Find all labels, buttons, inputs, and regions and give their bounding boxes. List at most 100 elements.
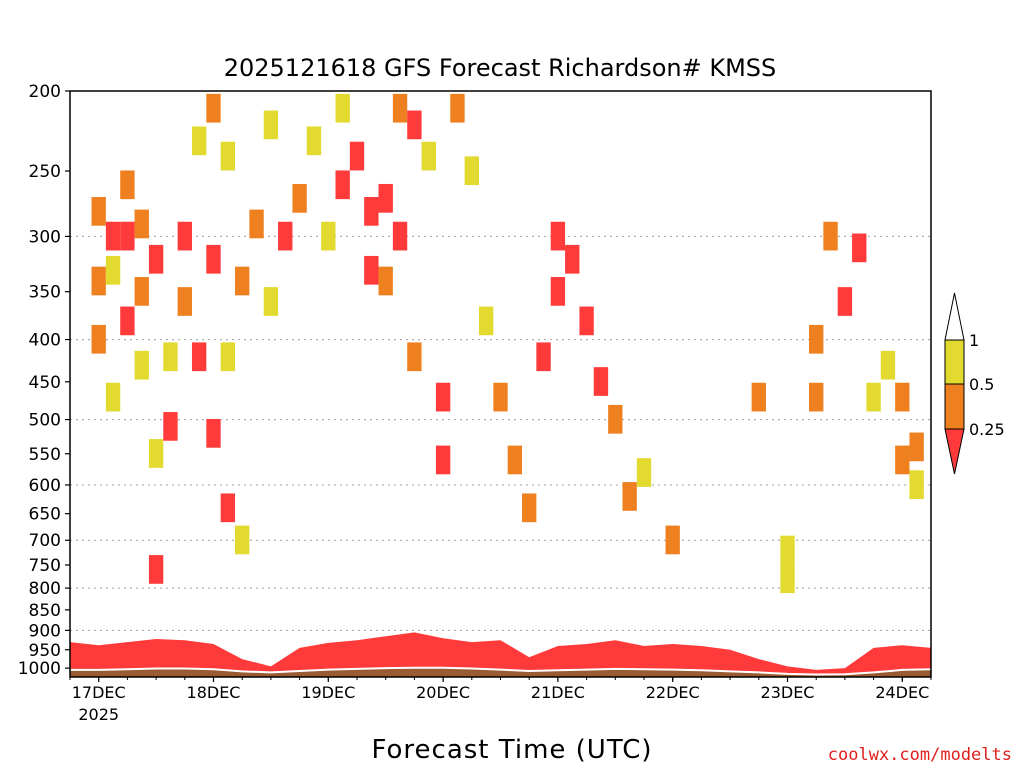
x-axis: 17DEC 2025 18DEC 19DEC 20DEC 21DEC 22DEC 23DEC 2… xyxy=(69,677,932,724)
y-tick-label-300: 300 xyxy=(29,227,61,247)
ri-cell-23 xyxy=(206,419,221,448)
ri-cell-46 xyxy=(407,342,422,372)
ri-cell-30 xyxy=(263,110,279,140)
ri-cell-6 xyxy=(120,170,135,200)
ri-cell-77 xyxy=(895,445,910,475)
ground-area xyxy=(70,667,931,677)
ri-cell-65 xyxy=(665,525,680,555)
ri-cell-59 xyxy=(565,244,580,274)
ri-cell-13 xyxy=(148,439,164,468)
x-tick-label-5: 22DEC xyxy=(646,683,700,702)
colorbar-label-0: 0.25 xyxy=(969,420,1005,439)
ri-cell-38 xyxy=(349,141,365,171)
ri-cell-40 xyxy=(364,255,379,285)
ri-cell-68 xyxy=(780,564,795,594)
x-tick-label-2: 19DEC xyxy=(301,683,355,702)
ri-cell-55 xyxy=(522,493,537,523)
ri-cell-9 xyxy=(134,209,149,239)
ri-cell-78 xyxy=(909,432,924,462)
x-tick-label-7: 24DEC xyxy=(875,683,929,702)
ri-cell-48 xyxy=(435,382,451,412)
ri-cell-44 xyxy=(392,221,408,251)
y-tick-label-400: 400 xyxy=(29,331,61,351)
ri-cell-31 xyxy=(263,287,279,316)
y-tick-label-950: 950 xyxy=(29,641,61,661)
ri-cell-7 xyxy=(120,221,135,251)
x-tick-label-3: 20DEC xyxy=(416,683,470,702)
ri-cell-8 xyxy=(120,306,135,336)
ri-cell-72 xyxy=(837,287,853,316)
ri-cell-16 xyxy=(163,412,178,441)
y-tick-label-1000: 1000 xyxy=(18,659,61,679)
y-tick-label-200: 200 xyxy=(29,82,61,102)
ri-cell-29 xyxy=(249,209,264,239)
ri-cell-57 xyxy=(550,221,566,251)
colorbar-label-1: 0.5 xyxy=(969,375,994,394)
ri-cell-3 xyxy=(105,221,121,251)
ri-cell-21 xyxy=(206,93,221,123)
colorbar-top-arrow xyxy=(944,292,965,341)
x-tick-label-6: 23DEC xyxy=(761,683,815,702)
ri-cell-19 xyxy=(191,126,207,156)
ri-cell-27 xyxy=(235,266,250,296)
y-tick-label-700: 700 xyxy=(29,531,61,551)
ri-cell-47 xyxy=(421,141,436,171)
y-axis: 200 250 300 350 400 450 500 550 600 650 700 750 8008… xyxy=(18,82,70,679)
credit-text: coolwx.com/modelts xyxy=(828,745,1012,765)
y-tick-label-600: 600 xyxy=(29,476,61,496)
ri-cell-52 xyxy=(478,306,494,336)
ri-cell-73 xyxy=(852,233,867,263)
ri-cell-39 xyxy=(364,197,379,226)
ri-cell-58 xyxy=(550,277,566,306)
ri-cell-79 xyxy=(909,470,924,500)
x-tick-label-0: 17DEC xyxy=(72,683,126,702)
y-tick-label-500: 500 xyxy=(29,411,61,431)
ri-cell-11 xyxy=(134,350,149,380)
colorbar-label-2: 1 xyxy=(969,331,979,350)
ri-cell-24 xyxy=(220,141,236,171)
ri-cell-28 xyxy=(235,525,250,555)
ri-cell-5 xyxy=(105,382,121,412)
ri-cell-4 xyxy=(105,255,121,285)
ri-cell-42 xyxy=(378,266,393,296)
ri-cell-36 xyxy=(335,93,350,123)
ri-cell-53 xyxy=(493,382,508,412)
ri-cell-74 xyxy=(866,382,881,412)
ri-cell-54 xyxy=(507,445,523,475)
colorbar-orange xyxy=(944,383,965,430)
ri-cell-34 xyxy=(306,126,322,156)
ri-cell-75 xyxy=(880,350,896,380)
chart-title: 2025121618 GFS Forecast Richardson# KMSS xyxy=(224,54,777,82)
ri-cell-22 xyxy=(206,244,221,274)
ri-cell-0 xyxy=(91,197,106,226)
ri-cell-50 xyxy=(450,93,465,123)
y-tick-label-900: 900 xyxy=(29,621,61,641)
ri-cell-17 xyxy=(177,221,192,251)
ri-cell-26 xyxy=(220,493,236,523)
ri-cell-33 xyxy=(292,183,307,213)
ri-cell-10 xyxy=(134,277,149,306)
x-tick-label-4: 21DEC xyxy=(531,683,585,702)
ri-cell-20 xyxy=(191,342,207,372)
colorbar-legend: 0.25 0.5 1 xyxy=(944,292,1005,475)
ri-cell-60 xyxy=(579,306,594,336)
x-axis-label: Forecast Time (UTC) xyxy=(371,735,652,765)
ri-cell-1 xyxy=(91,266,106,296)
y-tick-label-750: 750 xyxy=(29,556,61,576)
y-tick-label-350: 350 xyxy=(29,283,61,303)
ri-cell-56 xyxy=(536,342,551,372)
ri-cell-51 xyxy=(464,156,479,186)
grid-layer xyxy=(70,235,931,631)
ri-cell-32 xyxy=(278,221,293,251)
ri-cell-67 xyxy=(780,535,795,565)
y-tick-label-450: 450 xyxy=(29,373,61,393)
ri-cell-41 xyxy=(378,183,393,213)
y-tick-label-800: 800 xyxy=(29,579,61,599)
surface-pressure-line xyxy=(70,666,931,676)
ri-cell-70 xyxy=(809,382,824,412)
boundary-layer-band xyxy=(70,632,931,675)
ri-cell-35 xyxy=(321,221,336,251)
y-tick-label-250: 250 xyxy=(29,162,61,182)
colorbar-yellow xyxy=(944,339,965,385)
